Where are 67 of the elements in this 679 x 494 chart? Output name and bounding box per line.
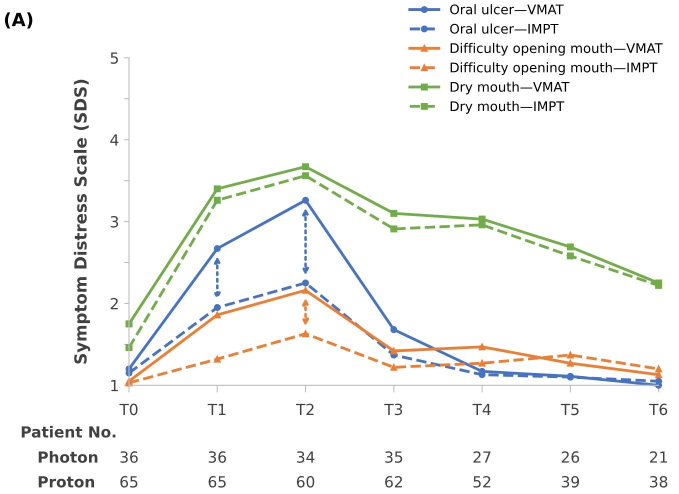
point	[214, 304, 221, 312]
point	[302, 172, 310, 180]
legend-label: Dry mouth—VMAT	[450, 82, 570, 94]
text: 36	[208, 451, 226, 463]
point	[390, 364, 398, 371]
x-tick-label: T0	[119, 404, 138, 416]
x-tick-label: T2	[296, 404, 314, 415]
point	[566, 252, 574, 260]
point	[302, 163, 310, 170]
y-axis-title: Symptom Distress Scale (SDS)	[74, 80, 90, 364]
text: 27	[473, 451, 491, 463]
x-tick-label: T6	[649, 404, 668, 416]
y-tick-label: 4	[110, 134, 118, 146]
text: 38	[650, 476, 668, 488]
point	[302, 196, 310, 204]
text: 21	[650, 451, 667, 463]
text: 65	[120, 476, 138, 488]
point	[390, 225, 398, 232]
text: 36	[120, 451, 138, 463]
point	[566, 243, 574, 250]
point	[655, 282, 662, 289]
y-tick-label: 5	[110, 52, 118, 64]
text: 65	[208, 476, 226, 488]
point	[566, 360, 574, 367]
text: Patient No.	[22, 426, 116, 438]
text: 34	[296, 451, 314, 463]
point	[478, 221, 486, 228]
y-tick-label: 3	[110, 216, 118, 228]
text: Photon	[38, 451, 98, 463]
point	[566, 352, 574, 358]
text: 60	[296, 476, 314, 488]
text: 52	[474, 476, 490, 488]
y-tick-label: 2	[110, 298, 118, 310]
legend-label: Oral ulcer—VMAT	[450, 4, 564, 14]
point	[214, 245, 221, 252]
point	[478, 216, 486, 223]
legend-label: Dry mouth—IMPT	[450, 101, 564, 114]
point	[390, 347, 398, 354]
y-tick-label: 1	[111, 380, 118, 392]
point	[478, 343, 486, 350]
point	[302, 286, 310, 294]
text: 62	[385, 476, 402, 488]
point	[302, 279, 310, 286]
text: 39	[562, 476, 580, 488]
point	[126, 344, 132, 352]
x-tick-label: T1	[208, 404, 226, 415]
point	[214, 185, 221, 192]
point	[302, 330, 310, 338]
point	[478, 360, 486, 367]
legend-label: Oral ulcer—IMPT	[450, 24, 558, 34]
point	[214, 356, 221, 363]
legend-label: Difficulty opening mouth—IMPT	[450, 62, 658, 76]
point	[390, 326, 398, 334]
text: 35	[385, 451, 402, 463]
point	[126, 320, 132, 328]
x-tick-label: T4	[472, 404, 491, 415]
text: Proton	[38, 476, 94, 488]
point	[655, 365, 662, 372]
point	[655, 371, 662, 378]
x-tick-label: T3	[384, 404, 402, 416]
point	[214, 196, 221, 204]
x-tick-label: T5	[560, 404, 579, 416]
point	[390, 210, 398, 217]
point	[214, 311, 221, 318]
text: 26	[562, 451, 580, 463]
text: (A)	[4, 12, 32, 28]
legend-label: Difficulty opening mouth—VMAT	[450, 42, 663, 56]
